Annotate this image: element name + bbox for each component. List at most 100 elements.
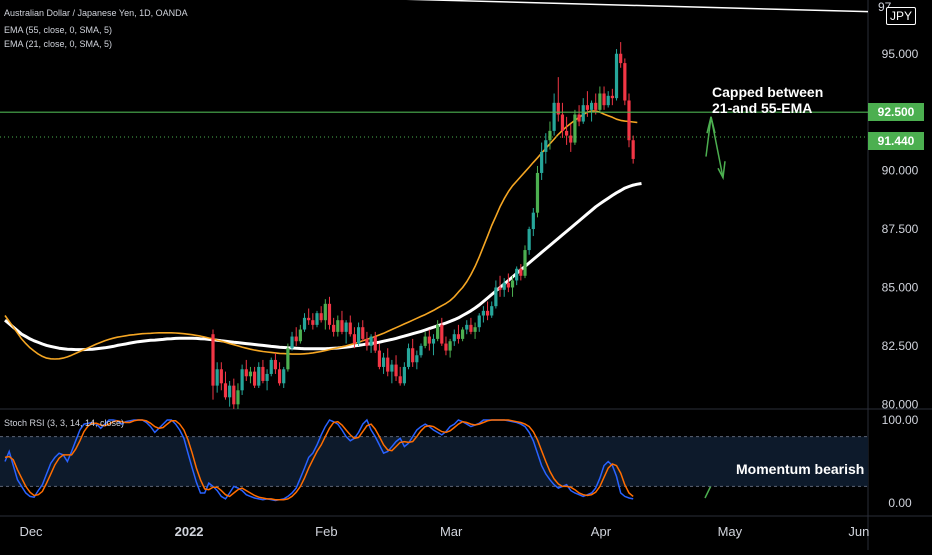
candle-body <box>619 53 623 64</box>
candle-body <box>527 229 531 251</box>
candle-body <box>419 345 423 356</box>
candle-body <box>269 359 273 374</box>
candle-body <box>544 140 548 152</box>
rsi-tick-label: 100.00 <box>882 413 919 427</box>
candle-body <box>623 63 627 101</box>
candle-body <box>569 135 573 143</box>
candle-body <box>577 114 581 122</box>
candle-body <box>390 364 394 372</box>
candle-body <box>298 329 302 342</box>
candle-body <box>219 369 223 384</box>
stoch-rsi-k-line <box>4 418 634 502</box>
candle-body <box>365 338 369 346</box>
candle-body <box>257 366 261 386</box>
candle-body <box>336 320 340 332</box>
rsi-band <box>0 436 868 487</box>
candle-body <box>515 268 519 281</box>
candle-body <box>452 334 456 342</box>
candle-body <box>631 140 635 159</box>
candle-body <box>552 102 556 131</box>
price-arrow-head <box>717 161 726 181</box>
candle-body <box>332 324 336 332</box>
candle-body <box>469 324 473 332</box>
candle-body <box>381 357 386 367</box>
candle-body <box>436 324 440 339</box>
candle-body <box>406 348 411 367</box>
annotation-capped: Capped between 21-and 55-EMA <box>712 84 823 116</box>
ema-lines <box>4 110 642 360</box>
candle-body <box>327 303 332 325</box>
candle-body <box>610 95 614 99</box>
price-tag-last: 91.440 <box>868 131 924 150</box>
price-tick-label: 87.500 <box>882 222 919 236</box>
time-tick-label: Feb <box>315 524 337 539</box>
candle-body <box>423 336 427 346</box>
candle-body <box>319 313 323 321</box>
candle-body <box>473 327 477 332</box>
candle-body <box>594 102 598 110</box>
candle-body <box>290 336 294 349</box>
candle-body <box>244 369 248 377</box>
candle-body <box>498 287 502 290</box>
candle-body <box>232 385 236 405</box>
candle-body <box>315 313 319 325</box>
candle-body <box>361 327 365 339</box>
candle-body <box>344 322 348 332</box>
candle-body <box>248 371 253 377</box>
candle-body <box>211 334 215 386</box>
candle-body <box>602 93 606 106</box>
price-tick-label: 82.500 <box>882 339 919 353</box>
candle-body <box>581 105 585 122</box>
price-tick-label: 90.000 <box>882 164 919 178</box>
candle-body <box>585 105 589 110</box>
candlesticks <box>211 42 635 409</box>
candle-body <box>461 329 465 339</box>
candle-body <box>523 250 527 276</box>
candle-body <box>302 317 307 330</box>
currency-selector[interactable]: JPY <box>885 7 916 25</box>
candle-body <box>340 320 344 332</box>
candle-body <box>228 385 232 398</box>
stoch-rsi-d-line <box>4 419 634 501</box>
candle-body <box>398 376 402 384</box>
candle-body <box>477 315 481 328</box>
price-tick-label: 95.000 <box>882 47 919 61</box>
candle-body <box>411 348 415 363</box>
candle-body <box>253 371 257 386</box>
candle-body <box>357 327 361 344</box>
candle-body <box>240 369 244 391</box>
candle-body <box>606 95 610 106</box>
trend-line <box>406 0 869 13</box>
legend-main: Australian Dollar / Japanese Yen, 1D, OA… <box>4 8 188 18</box>
candle-body <box>510 280 515 288</box>
candle-body <box>485 310 490 316</box>
candle-body <box>265 373 269 381</box>
ema55-line <box>4 182 642 352</box>
rsi-tick-label: 0.00 <box>888 496 912 510</box>
price-tick-label: 80.000 <box>882 397 919 411</box>
price-tag-resistance: 92.500 <box>868 103 924 122</box>
candle-body <box>440 324 444 344</box>
candle-body <box>286 348 290 370</box>
candle-body <box>614 53 619 99</box>
legend-stoch-rsi: Stoch RSI (3, 3, 14, 14, close) <box>4 418 125 428</box>
candle-body <box>444 343 448 351</box>
ema21-line <box>4 110 638 360</box>
candle-body <box>502 282 506 290</box>
candle-body <box>506 282 510 288</box>
candle-body <box>386 357 390 372</box>
candle-body <box>307 317 311 321</box>
candle-body <box>373 336 377 351</box>
time-tick-label: May <box>718 524 743 539</box>
time-tick-label: Apr <box>591 524 612 539</box>
candle-body <box>352 334 357 344</box>
candle-body <box>215 369 219 386</box>
candle-body <box>236 390 240 405</box>
candle-body <box>223 383 228 398</box>
candle-body <box>282 369 286 384</box>
candle-body <box>494 287 498 307</box>
candle-body <box>273 359 277 370</box>
candle-body <box>456 334 461 339</box>
